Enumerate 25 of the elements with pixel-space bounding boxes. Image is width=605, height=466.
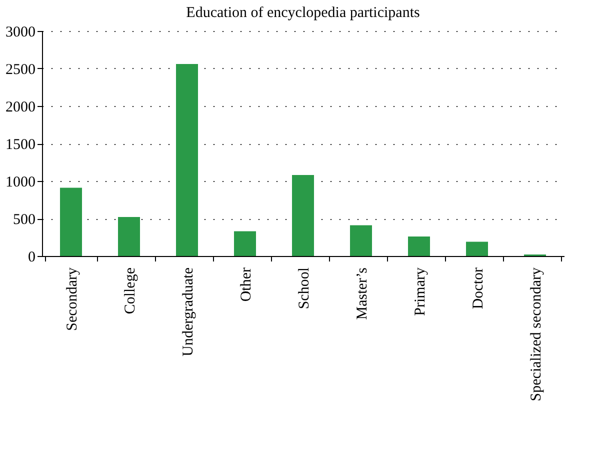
bar: [408, 236, 430, 256]
y-tick-label: 2500: [6, 62, 36, 78]
bar: [350, 225, 372, 256]
bar: [176, 64, 198, 256]
y-tick-label: 2000: [6, 100, 36, 116]
bar: [292, 175, 314, 256]
x-tick-label: Doctor: [470, 268, 486, 310]
x-tick-label: Specialized secondary: [528, 267, 544, 402]
y-tick-label: 1000: [6, 174, 36, 190]
bar: [466, 242, 488, 256]
x-tick-label: Undergraduate: [180, 267, 196, 356]
x-tick-label: Primary: [412, 267, 428, 316]
bar: [234, 231, 256, 256]
x-tick-label: College: [122, 267, 138, 314]
bar: [60, 188, 82, 256]
x-tick-label: Other: [238, 268, 254, 302]
bar: [118, 217, 140, 256]
y-tick-label: 500: [13, 212, 36, 228]
x-tick-label: School: [296, 268, 312, 310]
x-tick-label: Secondary: [64, 267, 80, 331]
y-tick-label: 3000: [6, 24, 36, 40]
chart-title: Education of encyclopedia participants: [186, 5, 420, 21]
x-tick-label: Master’s: [354, 267, 370, 320]
y-tick-label: 1500: [6, 137, 36, 153]
y-tick-label: 0: [28, 250, 36, 266]
